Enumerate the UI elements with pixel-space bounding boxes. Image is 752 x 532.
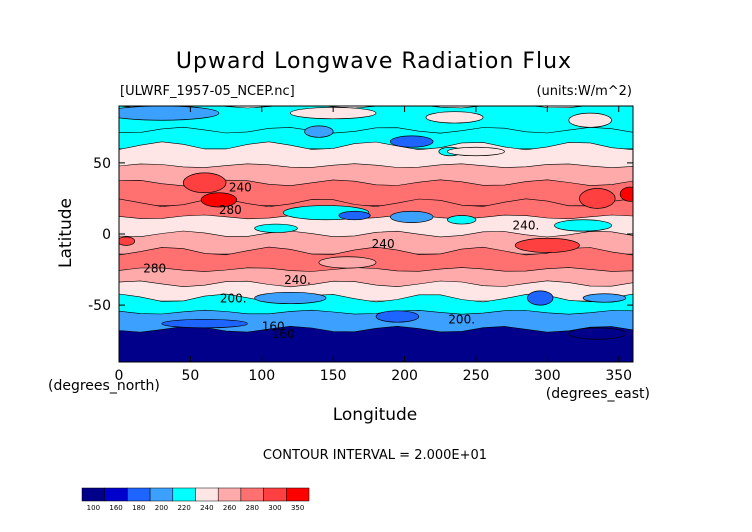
x-unit-label: (degrees_east)	[546, 386, 650, 402]
contour-patch	[568, 327, 627, 340]
contour-patch	[514, 237, 580, 253]
colorbar-swatch	[240, 487, 264, 502]
contour-patch	[447, 215, 477, 225]
x-axis-label: Longitude	[333, 405, 418, 425]
colorbar-label: 180	[132, 504, 145, 512]
x-tick-label: 50	[181, 368, 199, 384]
contour-patch	[568, 112, 612, 128]
x-tick-label: 150	[320, 368, 347, 384]
contour-label: 160	[262, 320, 285, 334]
colorbar-swatch	[172, 487, 196, 502]
contour-patch	[119, 106, 220, 121]
colorbar-swatch	[263, 487, 287, 502]
y-unit-label: (degrees_north)	[48, 378, 160, 394]
x-tick-label: 300	[534, 368, 561, 384]
zonal-band	[119, 126, 633, 150]
chart-title: Upward Longwave Radiation Flux	[176, 49, 572, 74]
zonal-band	[119, 163, 633, 187]
colorbar-swatch	[217, 487, 242, 502]
contour-patch	[200, 192, 238, 208]
contour-label: 200.	[448, 313, 475, 327]
file-label: [ULWRF_1957-05_NCEP.nc]	[120, 84, 295, 99]
contour-interval-text: CONTOUR INTERVAL = 2.000E+01	[263, 448, 487, 463]
contour-patch	[182, 172, 227, 194]
zonal-band	[119, 280, 633, 302]
units-label: (units:W/m^2)	[536, 84, 632, 99]
zonal-band	[119, 106, 633, 134]
zonal-band	[119, 230, 633, 255]
contour-patch	[447, 146, 505, 157]
contour-label: 240.	[513, 219, 540, 233]
colorbar-label: 300	[268, 504, 281, 512]
y-tick-label: 0	[102, 227, 111, 243]
colorbar-label: 220	[177, 504, 190, 512]
contour-patch	[526, 290, 554, 306]
colorbar: 100 160 180 200 220 240 260 280 300 350	[81, 487, 310, 512]
y-tick-label: -50	[88, 298, 111, 314]
x-tick-label: 100	[248, 368, 275, 384]
contour-patch	[254, 291, 327, 305]
contour-patch	[318, 256, 377, 269]
contour-patch	[425, 111, 484, 124]
contour-patch	[338, 210, 371, 221]
colorbar-swatch	[286, 487, 310, 502]
contour-label: 200.	[220, 291, 247, 305]
contour-patch	[375, 310, 420, 323]
y-axis-label: Latitude	[56, 198, 76, 268]
contour-patch	[389, 135, 434, 148]
contour-patch	[161, 318, 248, 329]
contour-label: 280	[143, 261, 166, 275]
colorbar-swatch	[149, 487, 174, 502]
contour-patch	[254, 223, 298, 233]
contour-patch	[304, 125, 334, 138]
contour-patch	[119, 236, 136, 246]
contour-patch	[389, 210, 434, 223]
contour-label: 160	[272, 327, 295, 341]
y-tick-label: 50	[93, 156, 111, 172]
colorbar-label: 200	[155, 504, 168, 512]
contour-patch	[619, 186, 633, 202]
contour-label: 240	[372, 237, 395, 251]
colorbar-swatch	[127, 487, 151, 502]
contour-label: 240	[229, 180, 252, 194]
contour-patch	[554, 219, 612, 232]
x-tick-label: 350	[605, 368, 632, 384]
colorbar-swatch	[104, 487, 128, 502]
x-tick-label: 0	[115, 368, 124, 384]
colorbar-swatch	[195, 487, 219, 502]
contour-patch	[582, 293, 627, 303]
colorbar-label: 160	[109, 504, 122, 512]
contour-label: 240.	[284, 273, 311, 287]
colorbar-label: 280	[246, 504, 259, 512]
zonal-band	[119, 246, 633, 273]
colorbar-label: 260	[223, 504, 236, 512]
colorbar-label: 350	[291, 504, 304, 512]
zonal-band	[119, 325, 633, 362]
x-tick-label: 250	[463, 368, 490, 384]
colorbar-label: 240	[200, 504, 213, 512]
contour-patch	[579, 188, 616, 209]
colorbar-label: 100	[87, 504, 100, 512]
colorbar-swatch	[81, 487, 105, 502]
contour-label: 280	[219, 203, 242, 217]
x-tick-label: 200	[391, 368, 418, 384]
